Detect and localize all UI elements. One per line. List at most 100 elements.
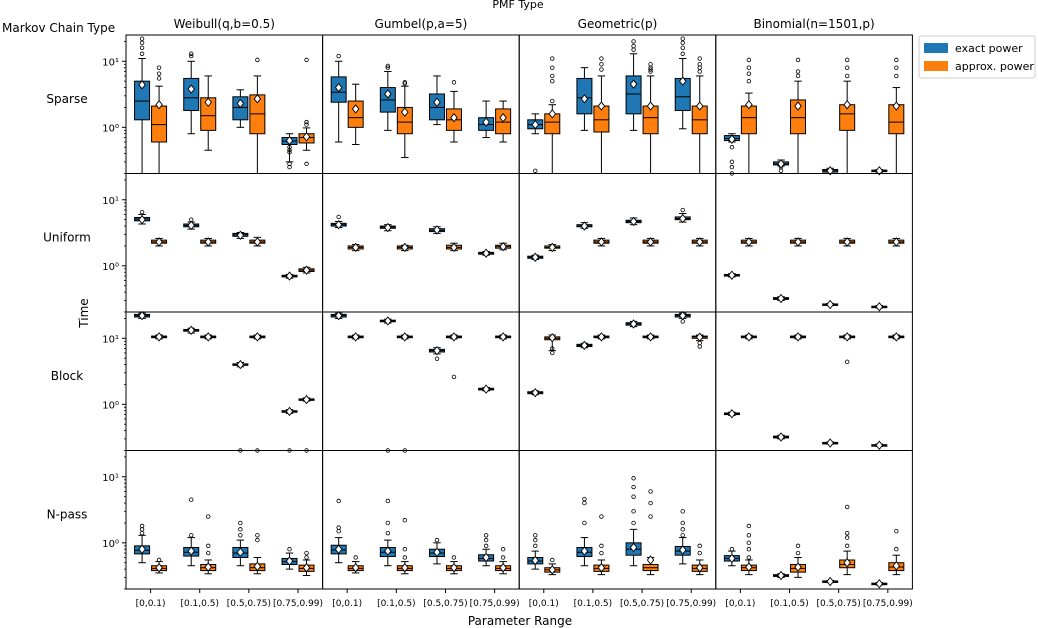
box-exact-mean xyxy=(777,159,785,169)
box-exact-mean xyxy=(875,440,884,450)
box-approx-outlier-2 xyxy=(746,65,752,70)
legend-label-exact: exact power xyxy=(955,42,1023,55)
box-exact-mean xyxy=(875,166,884,176)
row-label-block: Block xyxy=(51,369,84,383)
box-approx-outlier-2 xyxy=(844,530,850,536)
box-approx-outlier-0 xyxy=(697,550,702,556)
box-exact-outlier-1 xyxy=(680,45,685,51)
box-exact-mean xyxy=(777,570,785,581)
box-exact-outlier-1 xyxy=(631,509,636,514)
box-approx-outlier-2 xyxy=(156,65,162,70)
box-exact-mean xyxy=(728,553,736,564)
box-approx-mean xyxy=(450,242,458,253)
box-exact-mean xyxy=(384,546,392,556)
column-title: Weibull(q,b=0.5) xyxy=(174,17,275,31)
box-approx-mean xyxy=(794,101,802,111)
box-exact-outlier-2 xyxy=(631,494,636,499)
box-exact-outlier-3 xyxy=(139,36,145,41)
box-approx-outlier-0 xyxy=(550,557,555,563)
panel-r1-c0: 10⁰ 10¹ xyxy=(102,173,324,313)
box-exact-outlier-2 xyxy=(238,520,243,526)
box-exact-outlier-2 xyxy=(483,533,489,538)
box-exact-mean xyxy=(138,544,146,554)
row-axis-title: Markov Chain Type xyxy=(2,21,115,35)
x-tick-label: [0.1,0.5) xyxy=(574,599,613,609)
box-exact-outlier-1 xyxy=(336,525,341,530)
box-exact-outlier-0 xyxy=(680,51,685,56)
panel-r0-c1: Gumbel(p,a=5) xyxy=(322,17,520,174)
x-tick-label: [0.5,0.75) xyxy=(227,599,271,609)
y-tick-label: 10¹ xyxy=(102,57,119,68)
box-exact-mean xyxy=(334,310,343,321)
panel-r1-c2 xyxy=(518,173,717,313)
legend-label-approx: approx. power xyxy=(955,60,1034,73)
box-approx-mean xyxy=(646,101,655,111)
panel-r3-c1: [0,0.1) [0.1,0.5) [0.5,0.75) [0.75,0.99) xyxy=(322,450,520,609)
box-approx-mean xyxy=(745,237,753,247)
box-exact-mean xyxy=(285,135,294,146)
box-exact-mean xyxy=(236,547,245,557)
box-approx-outlier-3 xyxy=(844,504,850,510)
box-approx-outlier-3 xyxy=(304,57,309,63)
box-approx-mean xyxy=(548,565,557,575)
box-approx-outlier-1 xyxy=(156,71,162,76)
box-approx-mean xyxy=(401,107,409,117)
box-approx-outlier-0 xyxy=(206,550,211,556)
panel-frame xyxy=(518,173,717,313)
box-exact-outlier-1 xyxy=(189,51,194,56)
column-title: Gumbel(p,a=5) xyxy=(375,17,468,31)
box-approx-mean xyxy=(794,562,802,572)
box-approx-outlier-3 xyxy=(746,533,752,538)
box-exact-outlier-1 xyxy=(533,537,538,543)
box-approx-mean xyxy=(351,562,360,573)
box-approx-mean xyxy=(499,241,507,252)
box-exact-mean xyxy=(678,545,687,555)
box-exact-outlier-3 xyxy=(631,484,636,490)
y-axis-title: Time xyxy=(77,298,91,328)
box-exact-outlier-0 xyxy=(385,530,391,536)
x-tick-label: [0.1,0.5) xyxy=(770,599,809,609)
box-approx-mean xyxy=(204,562,213,572)
box-exact-mean xyxy=(629,542,638,553)
box-exact-mean xyxy=(777,293,785,304)
box-exact-outlier-1 xyxy=(631,43,636,49)
box-exact-outlier-3 xyxy=(729,145,735,150)
box-approx-outlier-0 xyxy=(648,514,653,519)
box-approx-mean xyxy=(892,561,901,571)
box-exact-outlier-0 xyxy=(533,543,538,549)
box-approx-box xyxy=(151,105,168,143)
box-exact-outlier-0 xyxy=(287,547,292,552)
box-approx-outlier-2 xyxy=(599,514,604,519)
box-exact-mean xyxy=(826,438,834,448)
row-label-n-pass: N-pass xyxy=(47,508,88,522)
box-approx-mean xyxy=(351,104,360,114)
box-approx-mean xyxy=(794,237,802,247)
box-exact-mean xyxy=(285,406,294,417)
box-approx-box xyxy=(790,99,807,135)
box-exact-mean xyxy=(580,221,589,231)
box-approx-outlier-0 xyxy=(746,555,752,560)
box-approx-outlier-0 xyxy=(844,73,850,79)
box-approx-outlier-1 xyxy=(648,500,653,506)
column-title: Geometric(p) xyxy=(578,17,658,31)
x-tick-label: [0.5,0.75) xyxy=(620,599,664,609)
box-exact-mean xyxy=(384,222,392,233)
box-exact-mean xyxy=(826,166,834,176)
x-tick-label: [0.75,0.99) xyxy=(863,599,913,609)
box-approx-mean xyxy=(499,332,507,342)
box-exact-outlier-0 xyxy=(533,168,538,173)
box-approx-mean xyxy=(843,557,851,568)
box-approx-outlier-1 xyxy=(304,122,309,127)
box-exact-outlier-1 xyxy=(287,161,292,167)
box-exact-outlier-3 xyxy=(287,148,292,153)
box-exact-outlier-0 xyxy=(778,168,784,173)
box-approx-mean xyxy=(646,555,655,565)
box-exact-outlier-2 xyxy=(680,40,685,46)
box-approx-outlier-1 xyxy=(500,547,506,552)
box-exact-box xyxy=(625,75,642,115)
y-tick-label: 10⁰ xyxy=(102,123,119,134)
box-approx-outlier-2 xyxy=(844,57,850,63)
box-exact-mean xyxy=(187,546,196,556)
